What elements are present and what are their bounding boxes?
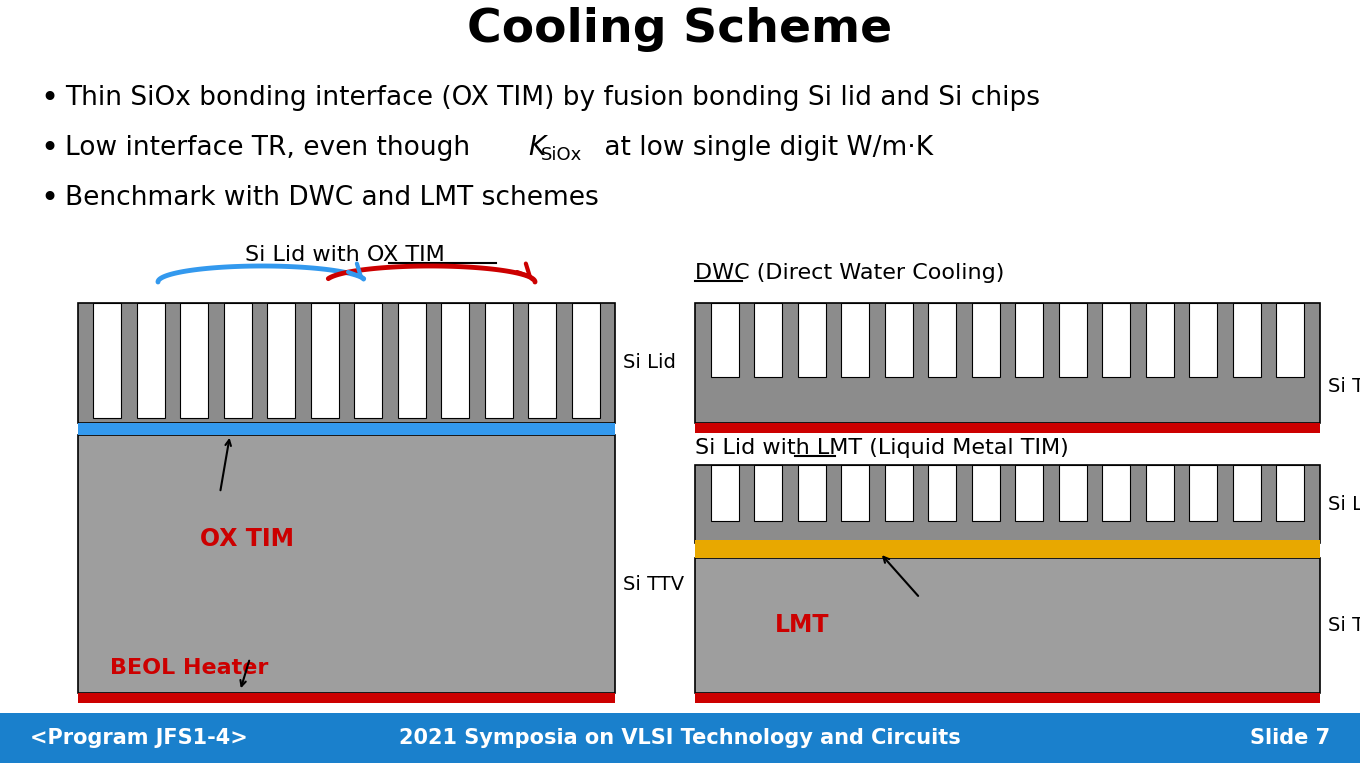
Bar: [224, 303, 252, 418]
Bar: [78, 423, 615, 435]
Text: at low single digit W/m·K: at low single digit W/m·K: [596, 135, 933, 161]
Bar: [884, 303, 913, 378]
Bar: [797, 303, 826, 378]
Bar: [928, 303, 956, 378]
Text: •: •: [39, 83, 58, 112]
Bar: [484, 303, 513, 418]
Bar: [1016, 465, 1043, 521]
Text: Si TTV: Si TTV: [1327, 616, 1360, 635]
Text: Si TTV: Si TTV: [623, 575, 684, 594]
Text: Si Lid with OX TIM: Si Lid with OX TIM: [245, 245, 445, 265]
Text: K: K: [528, 135, 545, 161]
Bar: [268, 303, 295, 418]
Bar: [884, 465, 913, 521]
Bar: [695, 423, 1321, 433]
Bar: [840, 303, 869, 378]
Text: Thin SiOx bonding interface (OX TIM) by fusion bonding Si lid and Si chips: Thin SiOx bonding interface (OX TIM) by …: [65, 85, 1040, 111]
Text: •: •: [39, 183, 58, 213]
Bar: [1103, 465, 1130, 521]
Bar: [753, 465, 782, 521]
Bar: [181, 303, 208, 418]
Bar: [928, 465, 956, 521]
Text: 2021 Symposia on VLSI Technology and Circuits: 2021 Symposia on VLSI Technology and Cir…: [398, 728, 962, 748]
Bar: [1103, 303, 1130, 378]
Text: BEOL Heater: BEOL Heater: [110, 658, 268, 678]
Text: SiOx: SiOx: [541, 146, 582, 164]
Bar: [441, 303, 469, 418]
Text: Si TTV: Si TTV: [1327, 378, 1360, 397]
Bar: [1234, 303, 1261, 378]
Bar: [1016, 303, 1043, 378]
Text: •: •: [39, 134, 58, 163]
Text: Si Lid: Si Lid: [623, 353, 676, 372]
Text: Benchmark with DWC and LMT schemes: Benchmark with DWC and LMT schemes: [65, 185, 598, 211]
Bar: [1146, 465, 1174, 521]
Text: Slide 7: Slide 7: [1250, 728, 1330, 748]
Bar: [397, 303, 426, 418]
Text: DWC (Direct Water Cooling): DWC (Direct Water Cooling): [695, 263, 1005, 283]
Bar: [94, 303, 121, 418]
Bar: [753, 303, 782, 378]
Bar: [1277, 465, 1304, 521]
Bar: [972, 303, 1000, 378]
Bar: [78, 435, 615, 693]
Bar: [797, 465, 826, 521]
Bar: [710, 303, 738, 378]
Bar: [137, 303, 165, 418]
Bar: [78, 693, 615, 703]
Bar: [695, 693, 1321, 703]
Bar: [311, 303, 339, 418]
Bar: [528, 303, 556, 418]
Bar: [1234, 465, 1261, 521]
Bar: [695, 465, 1321, 543]
Text: Cooling Scheme: Cooling Scheme: [468, 8, 892, 53]
Bar: [695, 303, 1321, 423]
Bar: [710, 465, 738, 521]
Text: OX TIM: OX TIM: [200, 527, 294, 551]
Bar: [1059, 303, 1087, 378]
Bar: [1190, 465, 1217, 521]
Bar: [1277, 303, 1304, 378]
Bar: [695, 540, 1321, 558]
Bar: [0, 713, 1360, 763]
Text: Si Lid with LMT (Liquid Metal TIM): Si Lid with LMT (Liquid Metal TIM): [695, 438, 1069, 458]
Bar: [1190, 303, 1217, 378]
Bar: [972, 465, 1000, 521]
Bar: [78, 303, 615, 423]
Text: <Program JFS1-4>: <Program JFS1-4>: [30, 728, 248, 748]
Bar: [1146, 303, 1174, 378]
Text: LMT: LMT: [775, 613, 830, 638]
Text: Si Lid: Si Lid: [1327, 494, 1360, 513]
Bar: [571, 303, 600, 418]
Bar: [840, 465, 869, 521]
Bar: [354, 303, 382, 418]
Bar: [695, 558, 1321, 693]
Text: Low interface TR, even though: Low interface TR, even though: [65, 135, 479, 161]
Bar: [1059, 465, 1087, 521]
